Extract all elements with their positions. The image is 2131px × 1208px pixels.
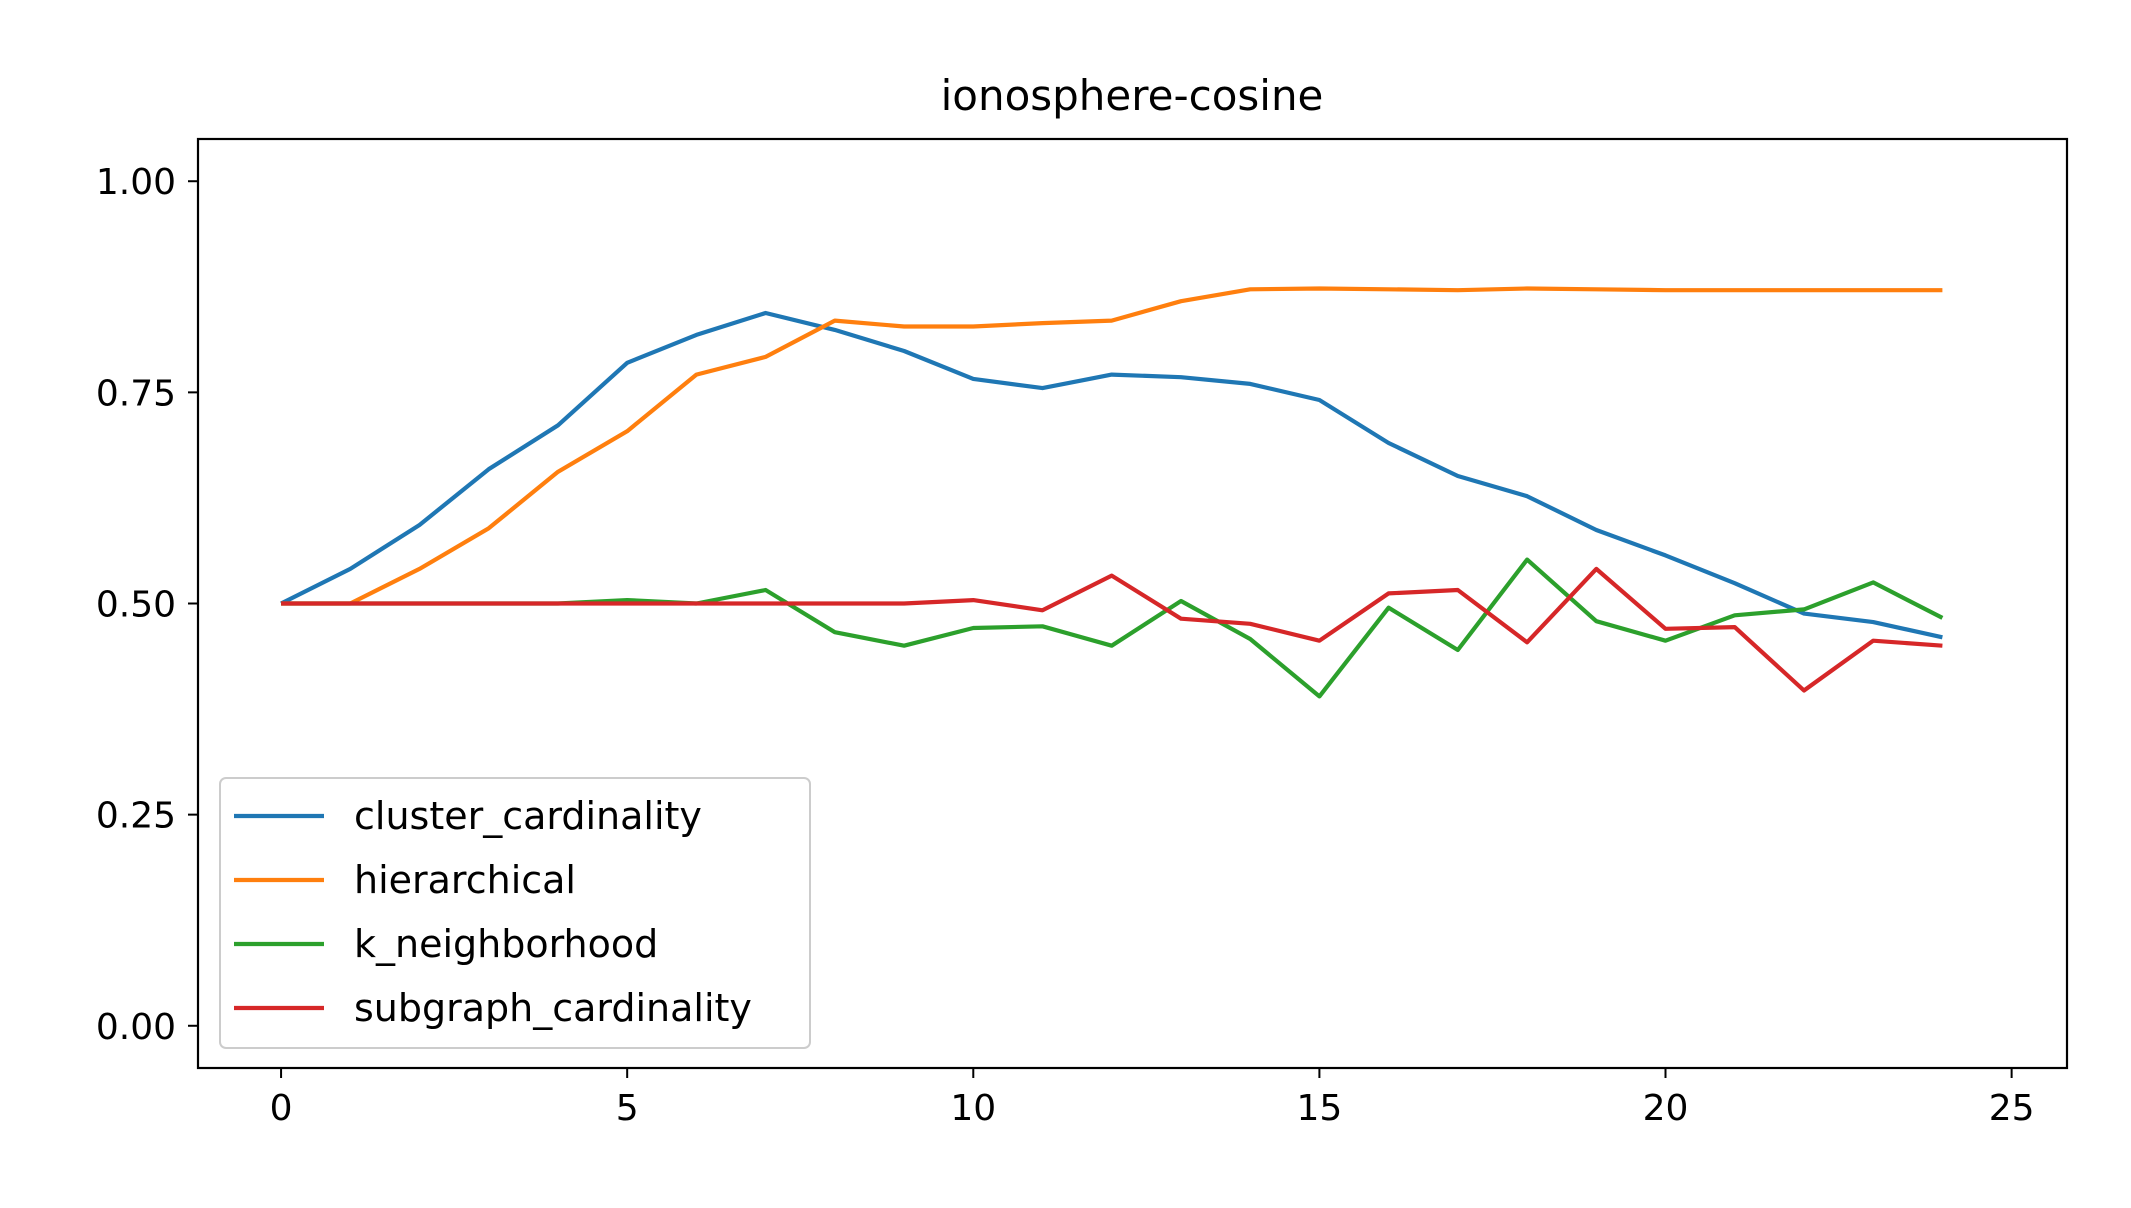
series-line-0	[280, 310, 1943, 640]
x-tick-label: 0	[270, 1088, 293, 1129]
x-axis: 0 5 10 15 20 25	[270, 1068, 2035, 1129]
y-tick-label: 0.75	[96, 373, 176, 414]
x-tick-label: 5	[616, 1088, 639, 1129]
y-axis: 0.00 0.25 0.50 0.75 1.00	[96, 162, 198, 1048]
y-tick-label: 0.25	[96, 796, 176, 837]
legend-label: hierarchical	[354, 858, 576, 902]
legend-label: subgraph_cardinality	[354, 986, 752, 1030]
legend-label: cluster_cardinality	[354, 794, 702, 838]
chart-title: ionosphere-cosine	[941, 71, 1324, 120]
series-line-1	[281, 286, 1943, 606]
plot-area	[196, 137, 2069, 1070]
y-tick-label: 1.00	[96, 162, 176, 203]
x-tick-label: 15	[1296, 1088, 1342, 1129]
legend-label: k_neighborhood	[354, 922, 658, 966]
legend-box	[219, 777, 811, 1049]
series-line-3	[281, 566, 1943, 693]
x-tick-label: 10	[950, 1088, 996, 1129]
x-tick-label: 25	[1989, 1088, 2035, 1129]
y-tick-label: 0.00	[96, 1007, 176, 1048]
legend: cluster_cardinality hierarchical k_neighbo…	[219, 777, 811, 1049]
y-tick-label: 0.50	[96, 585, 176, 626]
x-tick-label: 20	[1643, 1088, 1689, 1129]
